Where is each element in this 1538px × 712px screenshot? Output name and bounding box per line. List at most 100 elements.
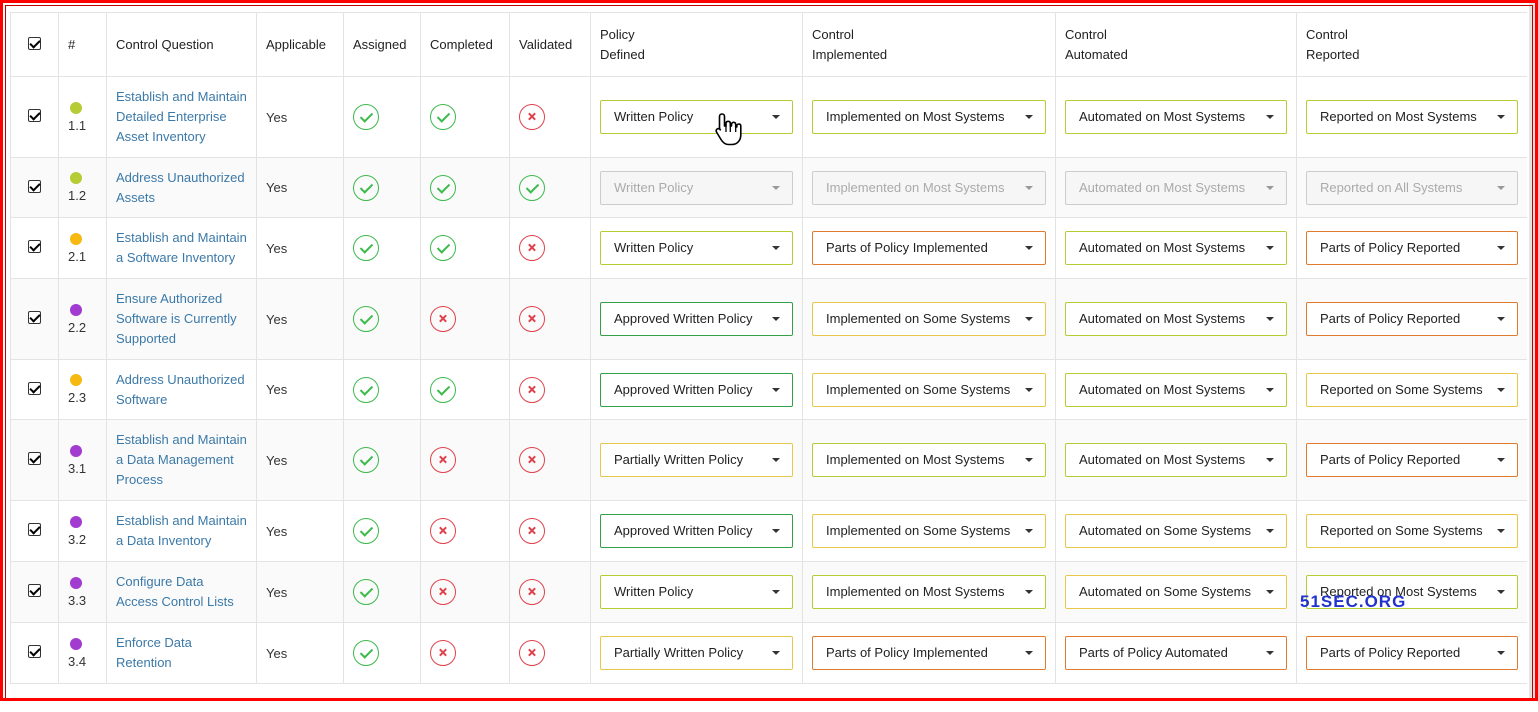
policy-select[interactable]: Approved Written Policy — [600, 372, 793, 407]
policy-select-cell: Partially Written Policy — [590, 419, 803, 501]
policy-select[interactable]: Written Policy — [600, 231, 793, 265]
policy-select[interactable]: Approved Written Policy — [600, 514, 793, 548]
row-checkbox[interactable] — [28, 584, 41, 597]
assigned-check-circle-icon[interactable] — [353, 640, 379, 666]
assigned-check-circle-icon[interactable] — [353, 235, 379, 261]
completed-check-circle-icon[interactable] — [430, 174, 456, 201]
assigned-check-circle-icon[interactable] — [353, 447, 379, 473]
implemented-select[interactable]: Implemented on Some Systems — [812, 514, 1046, 548]
row-checkbox[interactable] — [28, 311, 41, 324]
validated-x-circle-icon[interactable] — [519, 640, 545, 666]
automated-select-value: Automated on Most Systems — [1079, 381, 1246, 397]
automated-select[interactable]: Automated on Most Systems — [1065, 302, 1287, 336]
assigned-cell — [343, 561, 421, 623]
table-row: 2.1 Establish and Maintain a Software Inv… — [10, 217, 1527, 279]
validated-x-circle-icon[interactable] — [519, 447, 545, 473]
automated-select[interactable]: Automated on Most Systems — [1065, 100, 1287, 134]
row-checkbox[interactable] — [28, 109, 41, 122]
policy-select[interactable]: Approved Written Policy — [600, 302, 793, 336]
validated-x-circle-icon[interactable] — [519, 235, 545, 261]
control-question-link[interactable]: Address Unauthorized Software — [116, 371, 245, 407]
reported-select[interactable]: Reported on Some Systems — [1306, 372, 1518, 407]
implemented-select[interactable]: Parts of Policy Implemented — [812, 636, 1046, 670]
row-checkbox[interactable] — [28, 645, 41, 658]
policy-select[interactable]: Written Policy — [600, 575, 793, 609]
automated-select[interactable]: Automated on Some Systems — [1065, 514, 1287, 548]
applicable-value: Yes — [256, 157, 344, 218]
policy-select[interactable]: Written Policy — [600, 170, 793, 205]
control-question-link[interactable]: Establish and Maintain a Data Inventory — [116, 513, 247, 548]
assigned-cell — [343, 76, 421, 158]
automated-select[interactable]: Automated on Most Systems — [1065, 231, 1287, 265]
reported-select-value: Parts of Policy Reported — [1320, 311, 1461, 326]
policy-select[interactable]: Written Policy — [600, 100, 793, 134]
row-checkbox[interactable] — [28, 523, 41, 536]
control-question-link[interactable]: Establish and Maintain a Software Invent… — [116, 230, 247, 265]
implemented-select[interactable]: Implemented on Some Systems — [812, 372, 1046, 407]
implemented-select[interactable]: Implemented on Some Systems — [812, 302, 1046, 336]
table-header-row: # Control Question Applicable Assigned C… — [10, 12, 1527, 77]
implemented-select[interactable]: Parts of Policy Implemented — [812, 231, 1046, 265]
completed-x-circle-icon[interactable] — [430, 579, 456, 605]
completed-check-circle-icon[interactable] — [430, 376, 456, 403]
completed-cell — [420, 561, 510, 623]
completed-x-circle-icon[interactable] — [430, 306, 456, 332]
completed-check-circle-icon[interactable] — [430, 104, 456, 130]
row-checkbox[interactable] — [28, 452, 41, 465]
automated-select[interactable]: Parts of Policy Automated — [1065, 636, 1287, 670]
row-checkbox[interactable] — [28, 381, 41, 395]
reported-select[interactable]: Parts of Policy Reported — [1306, 443, 1518, 477]
assigned-check-circle-icon[interactable] — [353, 306, 379, 332]
vertical-scrollbar[interactable] — [1529, 3, 1535, 701]
validated-x-circle-icon[interactable] — [519, 306, 545, 332]
validated-x-circle-icon[interactable] — [519, 579, 545, 605]
reported-select[interactable]: Parts of Policy Reported — [1306, 636, 1518, 670]
validated-x-circle-icon[interactable] — [519, 376, 545, 403]
completed-check-circle-icon[interactable] — [430, 235, 456, 261]
implemented-select[interactable]: Implemented on Most Systems — [812, 575, 1046, 609]
implemented-select[interactable]: Implemented on Most Systems — [812, 100, 1046, 134]
completed-x-circle-icon[interactable] — [430, 640, 456, 666]
ig-level-dot-icon — [70, 515, 82, 528]
automated-select[interactable]: Automated on Most Systems — [1065, 372, 1287, 407]
assigned-check-circle-icon[interactable] — [353, 518, 379, 544]
policy-select[interactable]: Partially Written Policy — [600, 636, 793, 670]
policy-select-cell: Written Policy — [590, 76, 803, 158]
automated-select[interactable]: Automated on Most Systems — [1065, 170, 1287, 205]
control-question-link[interactable]: Establish and Maintain a Data Management… — [116, 432, 247, 487]
row-select-cell — [10, 500, 59, 562]
completed-x-circle-icon[interactable] — [430, 518, 456, 544]
control-question-link[interactable]: Establish and Maintain Detailed Enterpri… — [116, 89, 247, 144]
control-question-link[interactable]: Enforce Data Retention — [116, 635, 192, 670]
assigned-check-circle-icon[interactable] — [353, 376, 379, 403]
automated-select[interactable]: Automated on Most Systems — [1065, 443, 1287, 477]
implemented-select[interactable]: Implemented on Most Systems — [812, 170, 1046, 205]
row-checkbox[interactable] — [28, 179, 41, 193]
reported-select[interactable]: Parts of Policy Reported — [1306, 231, 1518, 265]
completed-x-circle-icon[interactable] — [430, 447, 456, 473]
assigned-check-circle-icon[interactable] — [353, 579, 379, 605]
control-question-link[interactable]: Configure Data Access Control Lists — [116, 574, 234, 609]
control-question-link[interactable]: Address Unauthorized Assets — [116, 169, 245, 205]
control-question-link[interactable]: Ensure Authorized Software is Currently … — [116, 291, 237, 346]
automated-select[interactable]: Automated on Some Systems — [1065, 575, 1287, 609]
reported-select[interactable]: Reported on All Systems — [1306, 170, 1518, 205]
controls-table: # Control Question Applicable Assigned C… — [10, 12, 1527, 684]
implemented-select[interactable]: Implemented on Most Systems — [812, 443, 1046, 477]
control-number-cell: 2.1 — [58, 217, 107, 279]
reported-select[interactable]: Reported on Most Systems — [1306, 575, 1518, 609]
reported-select[interactable]: Parts of Policy Reported — [1306, 302, 1518, 336]
completed-cell — [420, 359, 510, 420]
select-all-checkbox[interactable] — [28, 36, 41, 50]
validated-x-circle-icon[interactable] — [519, 518, 545, 544]
row-select-cell — [10, 622, 59, 684]
row-checkbox[interactable] — [28, 240, 41, 253]
reported-select[interactable]: Reported on Some Systems — [1306, 514, 1518, 548]
validated-check-circle-icon[interactable] — [519, 174, 545, 201]
policy-select[interactable]: Partially Written Policy — [600, 443, 793, 477]
assigned-check-circle-icon[interactable] — [353, 174, 379, 201]
assigned-check-circle-icon[interactable] — [353, 104, 379, 130]
validated-cell — [509, 157, 591, 218]
reported-select[interactable]: Reported on Most Systems — [1306, 100, 1518, 134]
validated-x-circle-icon[interactable] — [519, 104, 545, 130]
